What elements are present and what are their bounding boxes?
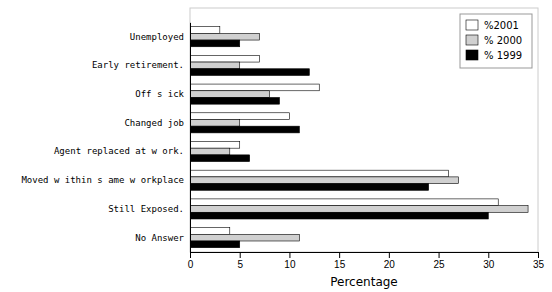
x-tick: 25 (434, 252, 446, 270)
y-tick-label: Unemployed (130, 32, 184, 42)
x-axis-line (191, 253, 539, 259)
y-tick: No Answer (135, 233, 190, 243)
bar (190, 228, 230, 235)
x-tick: 10 (284, 252, 296, 270)
y-tick: Early retirement. (92, 60, 190, 70)
legend-swatch (466, 50, 478, 60)
bar (190, 126, 299, 133)
x-tick: 15 (334, 252, 346, 270)
x-tick-label: 10 (284, 259, 296, 270)
legend-swatch (466, 35, 478, 45)
bar (190, 241, 240, 248)
x-tick-label: 25 (434, 259, 446, 270)
plot: 0 5 10 15 20 25 30 35 No Answer Still Exposed. Mov… (21, 8, 544, 270)
y-tick-label: Changed job (124, 118, 184, 128)
y-tick: Moved w ithin s ame w orkplace (21, 175, 190, 185)
bar (190, 55, 260, 62)
y-tick: Off s ick (135, 89, 190, 99)
bar (190, 119, 240, 126)
bar (190, 141, 240, 148)
y-axis-line (190, 23, 191, 253)
x-tick-mark (488, 252, 489, 258)
x-tick: 5 (237, 252, 243, 270)
x-tick-mark (289, 252, 290, 258)
legend-label: % 2000 (484, 35, 522, 46)
bar (190, 199, 498, 206)
bar (190, 33, 260, 40)
y-tick-label: Early retirement. (92, 60, 184, 70)
y-tick-label: No Answer (135, 233, 184, 243)
x-tick-label: 20 (384, 259, 396, 270)
bar (190, 234, 299, 241)
y-tick: Agent replaced at w ork. (54, 146, 190, 156)
legend-label: % 1999 (484, 50, 522, 61)
y-tick: Changed job (124, 118, 190, 128)
bar (190, 91, 270, 98)
x-tick-mark (190, 252, 191, 258)
x-tick-label: 15 (334, 259, 346, 270)
legend-item: %2001 (466, 20, 519, 31)
legend-item: % 2000 (466, 35, 522, 46)
x-tick: 20 (384, 252, 396, 270)
y-tick-label: Still Exposed. (108, 204, 184, 214)
y-tick-label: Moved w ithin s ame w orkplace (21, 175, 184, 185)
legend-item: % 1999 (466, 50, 522, 61)
y-axis: No Answer Still Exposed. Moved w ithin s a… (21, 23, 190, 253)
x-axis: 0 5 10 15 20 25 30 35 (188, 252, 545, 270)
bar (190, 27, 220, 34)
x-tick-label: 0 (188, 259, 194, 270)
bar (190, 40, 240, 47)
x-tick: 35 (533, 252, 545, 270)
x-tick-label: 35 (533, 259, 545, 270)
bar (190, 97, 279, 104)
x-tick-label: 30 (483, 259, 495, 270)
y-tick-label: Off s ick (135, 89, 184, 99)
x-tick-mark (339, 252, 340, 258)
x-tick-mark (439, 252, 440, 258)
bar (190, 184, 429, 191)
x-tick-mark (538, 252, 539, 258)
legend-label: %2001 (484, 20, 519, 31)
bar (190, 113, 289, 120)
plot-frame (190, 8, 538, 252)
y-tick-label: Agent replaced at w ork. (54, 146, 184, 156)
bar (190, 62, 240, 69)
legend: %2001 % 2000 % 1999 (460, 14, 532, 68)
x-tick-mark (240, 252, 241, 258)
bars (190, 27, 528, 248)
bar-series (190, 40, 488, 248)
bar-series (190, 27, 498, 235)
legend-swatch (466, 20, 478, 30)
y-tick: Still Exposed. (108, 204, 190, 214)
x-axis-title: Percentage (330, 275, 398, 289)
bar (190, 206, 528, 213)
bar (190, 155, 250, 162)
bar (190, 170, 449, 177)
x-tick: 30 (483, 252, 495, 270)
y-tick: Unemployed (130, 32, 190, 42)
bar (190, 84, 319, 91)
x-tick: 0 (188, 252, 194, 270)
legend-frame (460, 14, 532, 68)
chart: 0 5 10 15 20 25 30 35 No Answer Still Exposed. Mov… (0, 0, 552, 292)
x-tick-mark (389, 252, 390, 258)
x-tick-label: 5 (237, 259, 243, 270)
bar (190, 148, 230, 155)
bar (190, 177, 458, 184)
bar (190, 69, 309, 76)
bar (190, 212, 488, 219)
